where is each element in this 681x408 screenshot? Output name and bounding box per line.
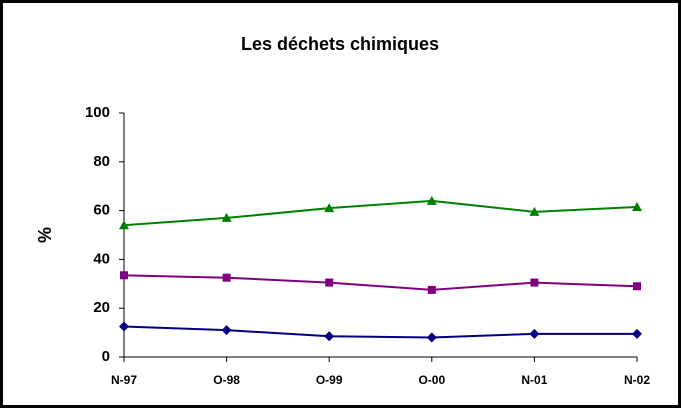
y-tick-label: 80 <box>93 153 110 170</box>
x-tick-label: N-02 <box>624 373 650 387</box>
marker <box>120 271 128 280</box>
marker <box>632 201 642 211</box>
y-tick-label: 40 <box>93 250 110 267</box>
y-tick-label: 20 <box>93 299 110 316</box>
marker <box>633 282 641 291</box>
marker <box>426 195 437 205</box>
x-tick-label: O-99 <box>316 373 343 387</box>
marker <box>529 328 540 339</box>
x-tick-label: N-97 <box>111 373 137 387</box>
marker <box>222 273 231 282</box>
y-tick-label: 100 <box>85 104 110 121</box>
y-tick-label: 60 <box>93 202 110 219</box>
y-axis-label: % <box>35 227 55 243</box>
marker <box>221 325 232 336</box>
marker <box>325 278 334 287</box>
chart-title: Les déchets chimiques <box>241 34 439 54</box>
series-line <box>123 325 637 339</box>
marker <box>427 285 436 294</box>
marker <box>119 220 129 230</box>
y-tick-label: 0 <box>102 348 110 365</box>
x-tick-label: N-01 <box>521 373 547 387</box>
marker <box>530 278 539 287</box>
marker <box>632 328 642 339</box>
marker <box>324 203 335 213</box>
x-tick-label: O-00 <box>418 373 445 387</box>
series-line <box>123 274 638 291</box>
marker <box>221 212 232 222</box>
marker <box>324 331 335 342</box>
marker <box>119 321 129 332</box>
x-tick-label: O-98 <box>213 373 240 387</box>
marker <box>529 206 540 216</box>
marker <box>426 332 437 343</box>
series-line <box>123 199 638 227</box>
